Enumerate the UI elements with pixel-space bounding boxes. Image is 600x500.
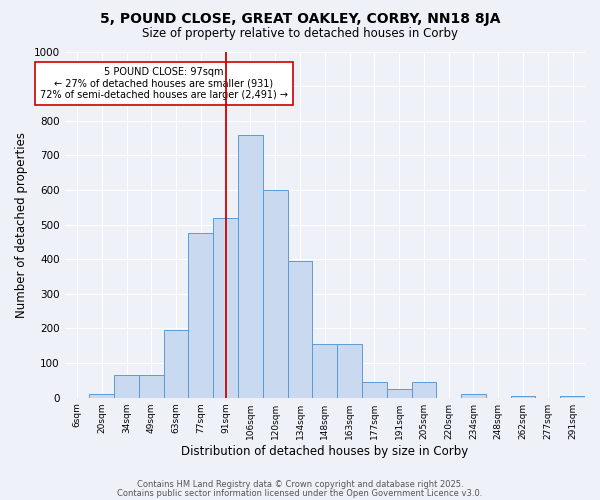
- Bar: [362, 382, 387, 398]
- Bar: [461, 394, 486, 398]
- Text: 5 POUND CLOSE: 97sqm
← 27% of detached houses are smaller (931)
72% of semi-deta: 5 POUND CLOSE: 97sqm ← 27% of detached h…: [40, 67, 287, 100]
- Bar: [313, 344, 337, 398]
- Bar: [139, 375, 164, 398]
- Text: Contains public sector information licensed under the Open Government Licence v3: Contains public sector information licen…: [118, 488, 482, 498]
- X-axis label: Distribution of detached houses by size in Corby: Distribution of detached houses by size …: [181, 444, 469, 458]
- Text: Size of property relative to detached houses in Corby: Size of property relative to detached ho…: [142, 28, 458, 40]
- Bar: [337, 344, 362, 398]
- Bar: [287, 261, 313, 398]
- Bar: [213, 218, 238, 398]
- Bar: [560, 396, 585, 398]
- Bar: [164, 330, 188, 398]
- Bar: [412, 382, 436, 398]
- Text: 5, POUND CLOSE, GREAT OAKLEY, CORBY, NN18 8JA: 5, POUND CLOSE, GREAT OAKLEY, CORBY, NN1…: [100, 12, 500, 26]
- Text: Contains HM Land Registry data © Crown copyright and database right 2025.: Contains HM Land Registry data © Crown c…: [137, 480, 463, 489]
- Bar: [89, 394, 114, 398]
- Bar: [114, 375, 139, 398]
- Bar: [188, 234, 213, 398]
- Bar: [263, 190, 287, 398]
- Bar: [511, 396, 535, 398]
- Bar: [238, 134, 263, 398]
- Bar: [387, 389, 412, 398]
- Y-axis label: Number of detached properties: Number of detached properties: [15, 132, 28, 318]
